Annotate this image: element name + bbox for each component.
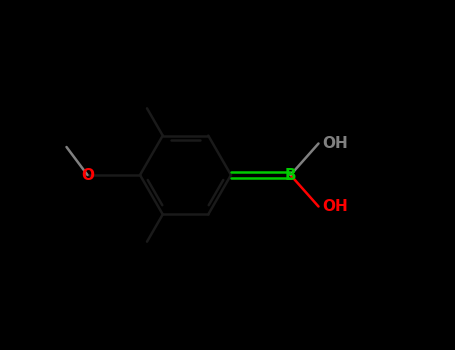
- Text: OH: OH: [322, 136, 348, 152]
- Text: O: O: [81, 168, 94, 182]
- Text: OH: OH: [322, 198, 348, 214]
- Text: B: B: [285, 168, 296, 182]
